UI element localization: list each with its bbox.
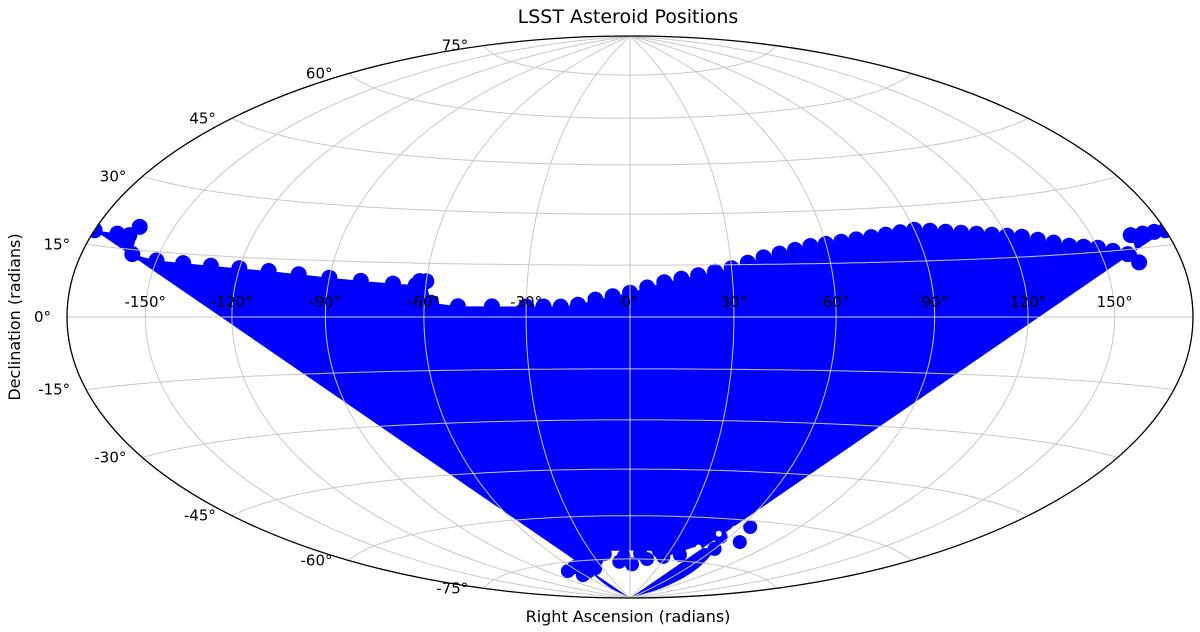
x-tick-label: 30° xyxy=(721,293,748,311)
grid-meridian xyxy=(525,36,631,598)
y-tick-label: 30° xyxy=(100,168,127,186)
x-axis-label: Right Ascension (radians) xyxy=(526,607,731,626)
y-tick-label: 0° xyxy=(34,308,51,326)
coverage-gap xyxy=(754,511,761,518)
x-tick-label: 150° xyxy=(1097,293,1133,311)
asteroid-point xyxy=(755,249,772,266)
asteroid-point xyxy=(604,288,621,305)
grid-meridian xyxy=(423,36,631,598)
grid-meridian xyxy=(629,36,936,598)
coverage-gap xyxy=(810,496,817,503)
asteroid-point xyxy=(953,224,970,241)
projection-frame xyxy=(66,35,1194,599)
x-tick-label: 60° xyxy=(823,293,850,311)
y-tick-label: 60° xyxy=(306,65,333,83)
coverage-gap xyxy=(828,484,835,491)
asteroid-point xyxy=(892,224,909,241)
x-tick-label: -150° xyxy=(125,293,167,311)
y-axis-label: Declination (radians) xyxy=(5,233,24,400)
y-tick-label: 15° xyxy=(44,235,71,253)
asteroid-point xyxy=(1131,254,1148,271)
asteroid-point xyxy=(802,238,819,254)
asteroid-point xyxy=(109,225,126,242)
y-tick-label: -75° xyxy=(436,579,468,597)
asteroid-point xyxy=(175,255,192,272)
y-tick-label: -45° xyxy=(184,507,216,525)
asteroid-point xyxy=(423,294,439,311)
asteroid-point xyxy=(552,298,569,315)
x-tick-label: -120° xyxy=(211,293,253,311)
asteroid-point xyxy=(639,279,656,296)
asteroid-point xyxy=(1013,228,1030,245)
x-tick-label: 90° xyxy=(921,293,948,311)
asteroid-point xyxy=(1045,234,1062,251)
y-tick-label: 75° xyxy=(442,37,469,55)
grid-meridian xyxy=(629,36,735,598)
asteroid-point xyxy=(535,298,552,315)
y-tick-label: 45° xyxy=(189,109,216,127)
asteroid-point xyxy=(570,296,586,313)
grid-meridian xyxy=(629,36,1116,598)
asteroid-point xyxy=(877,226,894,243)
asteroid-point xyxy=(202,257,219,274)
x-tick-label: 0° xyxy=(621,293,638,311)
asteroid-point xyxy=(771,245,788,262)
asteroid-point xyxy=(1061,237,1078,254)
asteroid-point xyxy=(1075,238,1092,255)
x-tick-label: 120° xyxy=(1010,293,1046,311)
asteroid-point xyxy=(833,233,850,250)
asteroid-point xyxy=(260,263,277,279)
asteroid-point xyxy=(672,548,687,562)
asteroid-point xyxy=(739,254,756,271)
grid-meridian xyxy=(629,36,837,598)
asteroid-point xyxy=(131,218,148,235)
asteroid-point xyxy=(483,298,500,315)
asteroid-point xyxy=(673,270,690,287)
coverage-gap xyxy=(941,443,948,450)
asteroid-point xyxy=(732,535,747,550)
x-tick-label: -90° xyxy=(309,293,341,311)
asteroid-point xyxy=(1029,231,1046,248)
x-tick-label: -30° xyxy=(510,293,542,311)
asteroid-point xyxy=(290,266,307,283)
asteroid-point xyxy=(690,267,707,284)
grid-meridian xyxy=(231,36,631,598)
y-tick-label: -60° xyxy=(301,551,333,569)
asteroid-point xyxy=(983,226,1000,243)
coverage-gap xyxy=(922,449,929,456)
chart-title: LSST Asteroid Positions xyxy=(518,6,739,28)
asteroid-point xyxy=(352,272,369,289)
coverage-gap xyxy=(806,489,813,496)
asteroid-point xyxy=(656,274,673,291)
asteroid-point xyxy=(449,298,466,315)
asteroid-point xyxy=(656,549,671,564)
grid-meridian xyxy=(324,36,631,598)
coverage-gap xyxy=(875,470,882,477)
asteroid-point xyxy=(922,222,938,239)
asteroid-point xyxy=(573,550,588,565)
asteroid-point xyxy=(848,231,865,248)
coverage-gap xyxy=(768,506,775,513)
asteroid-point xyxy=(743,520,758,534)
asteroid-point xyxy=(937,223,954,240)
asteroid-point xyxy=(787,241,804,258)
asteroid-point xyxy=(385,275,401,292)
asteroid-point xyxy=(625,557,639,572)
grid-meridian xyxy=(629,36,1029,598)
asteroid-point xyxy=(707,263,723,280)
coverage-gap xyxy=(695,544,702,551)
asteroid-point xyxy=(863,229,880,246)
x-tick-label: -60° xyxy=(408,293,440,311)
asteroid-point xyxy=(597,546,612,561)
asteroid-point xyxy=(968,225,985,242)
grid-meridian xyxy=(144,36,631,598)
y-tick-label: -15° xyxy=(38,381,70,399)
asteroid-point xyxy=(1122,227,1139,244)
y-tick-label: -30° xyxy=(94,449,126,467)
asteroid-point xyxy=(587,291,604,308)
coverage-gap xyxy=(715,530,722,537)
